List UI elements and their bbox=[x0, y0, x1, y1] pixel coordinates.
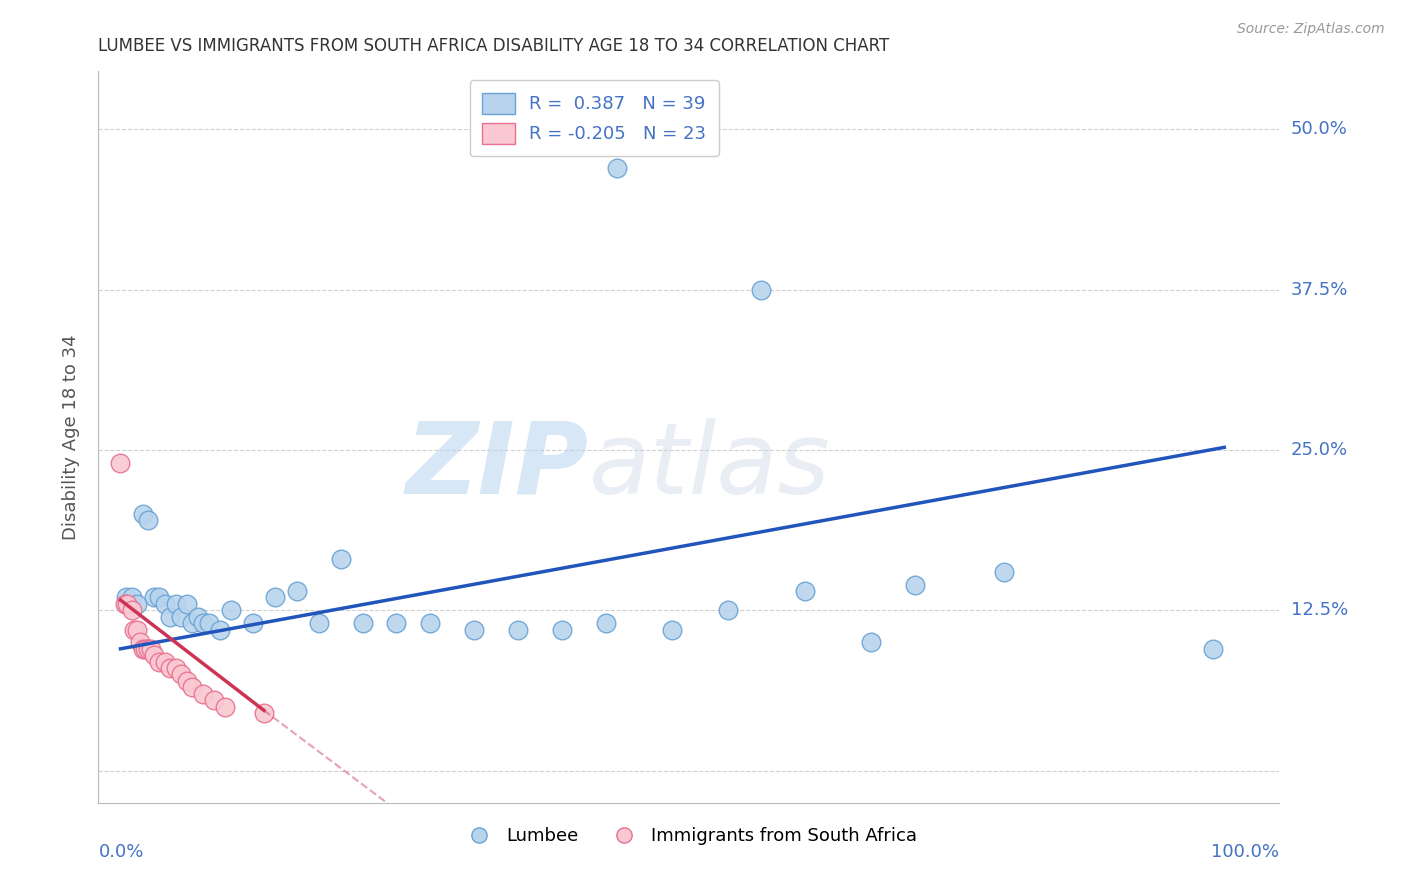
Point bbox=[308, 616, 330, 631]
Point bbox=[121, 603, 143, 617]
Text: 37.5%: 37.5% bbox=[1291, 280, 1348, 299]
Point bbox=[170, 609, 193, 624]
Point bbox=[860, 635, 883, 649]
Point bbox=[285, 584, 308, 599]
Point bbox=[136, 641, 159, 656]
Point bbox=[716, 603, 738, 617]
Point bbox=[131, 507, 153, 521]
Point bbox=[114, 597, 136, 611]
Point bbox=[165, 661, 187, 675]
Point bbox=[165, 597, 187, 611]
Point bbox=[606, 161, 628, 175]
Point bbox=[749, 283, 772, 297]
Point bbox=[242, 616, 264, 631]
Point bbox=[419, 616, 441, 631]
Point bbox=[110, 456, 132, 470]
Point bbox=[595, 616, 617, 631]
Y-axis label: Disability Age 18 to 34: Disability Age 18 to 34 bbox=[62, 334, 80, 540]
Point bbox=[176, 597, 198, 611]
Point bbox=[198, 616, 221, 631]
Point bbox=[214, 699, 236, 714]
Point bbox=[463, 623, 485, 637]
Text: LUMBEE VS IMMIGRANTS FROM SOUTH AFRICA DISABILITY AGE 18 TO 34 CORRELATION CHART: LUMBEE VS IMMIGRANTS FROM SOUTH AFRICA D… bbox=[98, 37, 890, 54]
Point bbox=[115, 591, 138, 605]
Point bbox=[141, 641, 163, 656]
Point bbox=[219, 603, 242, 617]
Point bbox=[793, 584, 815, 599]
Point bbox=[134, 641, 156, 656]
Point bbox=[176, 673, 198, 688]
Text: 12.5%: 12.5% bbox=[1291, 601, 1348, 619]
Point bbox=[187, 609, 209, 624]
Point bbox=[904, 577, 927, 591]
Point bbox=[385, 616, 408, 631]
Point bbox=[142, 648, 165, 663]
Point bbox=[506, 623, 529, 637]
Point bbox=[121, 591, 143, 605]
Point bbox=[148, 655, 170, 669]
Point bbox=[159, 661, 181, 675]
Point bbox=[181, 681, 204, 695]
Text: 0.0%: 0.0% bbox=[98, 843, 143, 861]
Text: ZIP: ZIP bbox=[405, 417, 589, 515]
Point bbox=[661, 623, 683, 637]
Point bbox=[131, 641, 153, 656]
Point bbox=[159, 609, 181, 624]
Text: 25.0%: 25.0% bbox=[1291, 441, 1348, 458]
Point bbox=[352, 616, 374, 631]
Point bbox=[125, 597, 148, 611]
Point bbox=[136, 514, 159, 528]
Point bbox=[148, 591, 170, 605]
Point bbox=[125, 623, 148, 637]
Point bbox=[142, 591, 165, 605]
Legend: Lumbee, Immigrants from South Africa: Lumbee, Immigrants from South Africa bbox=[454, 820, 924, 852]
Point bbox=[153, 655, 176, 669]
Point bbox=[330, 552, 353, 566]
Text: 100.0%: 100.0% bbox=[1212, 843, 1279, 861]
Point bbox=[193, 616, 215, 631]
Text: atlas: atlas bbox=[589, 417, 830, 515]
Point bbox=[122, 623, 145, 637]
Point bbox=[181, 616, 204, 631]
Point bbox=[208, 623, 231, 637]
Point bbox=[264, 591, 287, 605]
Point bbox=[253, 706, 276, 720]
Point bbox=[193, 687, 215, 701]
Point bbox=[551, 623, 574, 637]
Point bbox=[153, 597, 176, 611]
Text: Source: ZipAtlas.com: Source: ZipAtlas.com bbox=[1237, 22, 1385, 37]
Point bbox=[1202, 641, 1225, 656]
Text: 50.0%: 50.0% bbox=[1291, 120, 1347, 138]
Point bbox=[115, 597, 138, 611]
Point bbox=[993, 565, 1015, 579]
Point bbox=[170, 667, 193, 681]
Point bbox=[202, 693, 225, 707]
Point bbox=[129, 635, 152, 649]
